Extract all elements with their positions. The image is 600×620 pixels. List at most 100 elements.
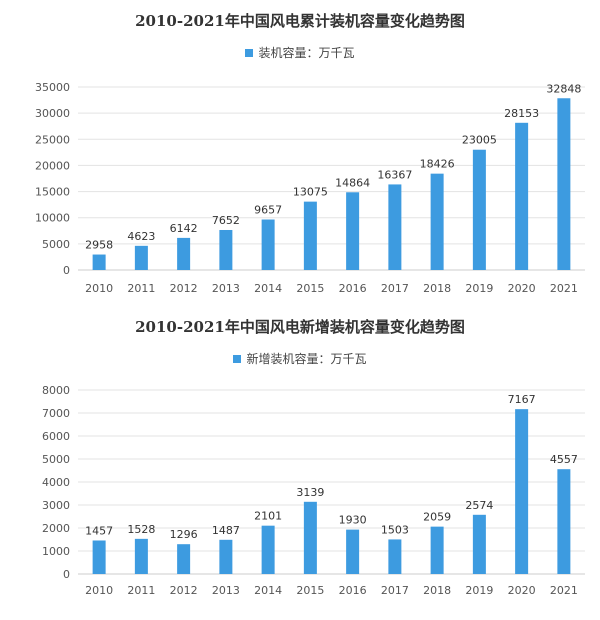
data-label: 1528 bbox=[127, 523, 155, 536]
data-label: 2958 bbox=[85, 239, 113, 252]
bar bbox=[219, 229, 233, 270]
data-label: 28153 bbox=[504, 107, 539, 120]
x-tick-label: 2020 bbox=[508, 282, 536, 295]
bar bbox=[430, 173, 444, 270]
bar bbox=[515, 409, 529, 574]
bar bbox=[472, 149, 486, 270]
data-label: 14864 bbox=[335, 176, 370, 189]
bar bbox=[303, 201, 317, 270]
data-label: 18426 bbox=[420, 158, 455, 171]
y-tick-label: 15000 bbox=[35, 186, 70, 199]
bar bbox=[177, 544, 191, 574]
chart-title: 2010-2021年中国风电累计装机容量变化趋势图 bbox=[135, 12, 465, 30]
x-tick-label: 2013 bbox=[212, 282, 240, 295]
data-label: 16367 bbox=[377, 168, 412, 181]
x-tick-label: 2021 bbox=[550, 282, 578, 295]
y-tick-label: 2000 bbox=[42, 522, 70, 535]
y-tick-label: 4000 bbox=[42, 476, 70, 489]
data-label: 7167 bbox=[508, 393, 536, 406]
bar bbox=[472, 514, 486, 574]
chart-title: 2010-2021年中国风电新增装机容量变化趋势图 bbox=[135, 318, 465, 336]
data-label: 1503 bbox=[381, 523, 409, 536]
bar bbox=[134, 538, 148, 574]
y-tick-label: 25000 bbox=[35, 133, 70, 146]
x-tick-label: 2015 bbox=[296, 584, 324, 597]
data-label: 23005 bbox=[462, 134, 497, 147]
legend-label: 新增装机容量：万千瓦 bbox=[246, 352, 367, 366]
data-label: 6142 bbox=[170, 222, 198, 235]
x-tick-label: 2018 bbox=[423, 282, 451, 295]
data-label: 2574 bbox=[465, 499, 493, 512]
y-tick-label: 5000 bbox=[42, 238, 70, 251]
legend: 新增装机容量：万千瓦 bbox=[0, 350, 600, 367]
legend: 装机容量：万千瓦 bbox=[0, 44, 600, 61]
x-tick-label: 2010 bbox=[85, 584, 113, 597]
y-tick-label: 20000 bbox=[35, 159, 70, 172]
new-capacity-chart: 2010-2021年中国风电新增装机容量变化趋势图 新增装机容量：万千瓦 0 10… bbox=[0, 310, 600, 620]
bar bbox=[388, 184, 402, 270]
data-label: 3139 bbox=[296, 486, 324, 499]
legend-label: 装机容量：万千瓦 bbox=[258, 46, 355, 60]
y-tick-label: 3000 bbox=[42, 499, 70, 512]
data-label: 4623 bbox=[127, 230, 155, 243]
legend-swatch bbox=[245, 48, 254, 57]
y-tick-label: 1000 bbox=[42, 545, 70, 558]
bar bbox=[346, 192, 360, 270]
x-tick-label: 2017 bbox=[381, 584, 409, 597]
chart-plot: 0 1000 2000 3000 4000 5000 6000 7000 8000 1457 201… bbox=[42, 384, 585, 597]
data-label: 7652 bbox=[212, 214, 240, 227]
bar bbox=[430, 526, 444, 574]
bar bbox=[346, 529, 360, 574]
x-tick-label: 2017 bbox=[381, 282, 409, 295]
data-label: 1296 bbox=[170, 528, 198, 541]
x-tick-label: 2010 bbox=[85, 282, 113, 295]
data-label: 9657 bbox=[254, 204, 282, 217]
bar bbox=[261, 525, 275, 574]
y-tick-label: 8000 bbox=[42, 384, 70, 397]
x-tick-label: 2019 bbox=[465, 584, 493, 597]
bar bbox=[219, 539, 233, 574]
x-tick-label: 2011 bbox=[127, 584, 155, 597]
x-tick-label: 2012 bbox=[170, 584, 198, 597]
x-tick-label: 2020 bbox=[508, 584, 536, 597]
bar bbox=[515, 122, 529, 271]
data-label: 1930 bbox=[339, 514, 367, 527]
y-tick-label: 5000 bbox=[42, 453, 70, 466]
y-tick-label: 0 bbox=[63, 264, 70, 277]
y-tick-label: 6000 bbox=[42, 430, 70, 443]
legend-swatch bbox=[233, 354, 242, 363]
x-tick-label: 2018 bbox=[423, 584, 451, 597]
data-label: 32848 bbox=[546, 82, 581, 95]
data-label: 2101 bbox=[254, 510, 282, 523]
data-label: 1457 bbox=[85, 524, 113, 537]
y-tick-label: 30000 bbox=[35, 107, 70, 120]
bar bbox=[388, 539, 402, 574]
x-tick-label: 2013 bbox=[212, 584, 240, 597]
chart-plot: 0 5000 10000 15000 20000 25000 30000 35000 2958 2… bbox=[35, 81, 585, 295]
bar bbox=[261, 219, 275, 270]
data-label: 2059 bbox=[423, 511, 451, 524]
bar bbox=[92, 540, 106, 574]
x-tick-label: 2021 bbox=[550, 584, 578, 597]
bar bbox=[303, 501, 317, 574]
bar bbox=[177, 237, 191, 270]
data-label: 4557 bbox=[550, 453, 578, 466]
y-tick-label: 0 bbox=[63, 568, 70, 581]
data-label: 13075 bbox=[293, 186, 328, 199]
x-tick-label: 2016 bbox=[339, 584, 367, 597]
bar bbox=[92, 254, 106, 270]
y-tick-label: 35000 bbox=[35, 81, 70, 94]
bar bbox=[557, 469, 571, 574]
x-tick-label: 2014 bbox=[254, 282, 282, 295]
x-tick-label: 2014 bbox=[254, 584, 282, 597]
x-tick-label: 2011 bbox=[127, 282, 155, 295]
x-tick-label: 2016 bbox=[339, 282, 367, 295]
data-label: 1487 bbox=[212, 524, 240, 537]
y-tick-label: 7000 bbox=[42, 407, 70, 420]
y-tick-label: 10000 bbox=[35, 212, 70, 225]
x-tick-label: 2019 bbox=[465, 282, 493, 295]
cumulative-capacity-chart: 2010-2021年中国风电累计装机容量变化趋势图 装机容量：万千瓦 0 5000… bbox=[0, 12, 600, 295]
x-tick-label: 2015 bbox=[296, 282, 324, 295]
x-tick-label: 2012 bbox=[170, 282, 198, 295]
